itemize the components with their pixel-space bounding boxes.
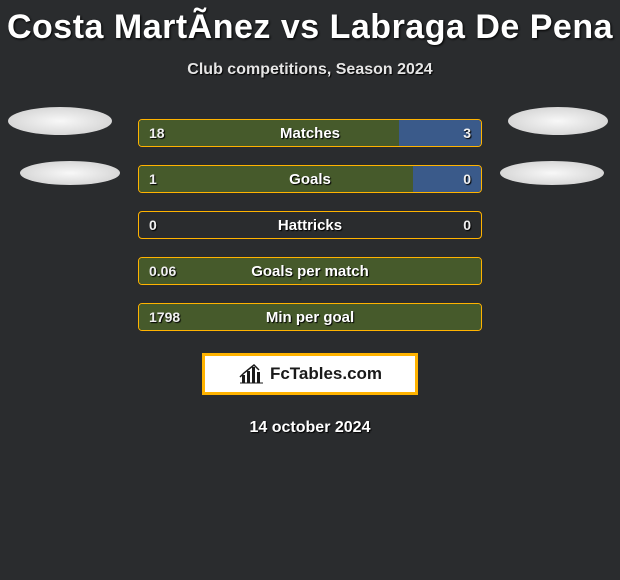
bar-fill-left xyxy=(139,166,413,192)
stat-row: 0.06 Goals per match xyxy=(0,257,620,285)
stat-label: Hattricks xyxy=(278,217,342,234)
bar-track: 0 0 Hattricks xyxy=(138,211,482,239)
brand-logo-box: FcTables.com xyxy=(202,353,418,395)
bar-fill-left xyxy=(139,120,399,146)
bar-track: 1 0 Goals xyxy=(138,165,482,193)
stat-value-left: 1 xyxy=(149,171,157,187)
stat-label: Matches xyxy=(280,125,340,142)
stat-value-left: 0 xyxy=(149,217,157,233)
stat-value-right: 0 xyxy=(463,171,471,187)
stat-row: 0 0 Hattricks xyxy=(0,211,620,239)
stat-label: Goals per match xyxy=(251,263,369,280)
stat-label: Goals xyxy=(289,171,331,188)
stat-value-right: 3 xyxy=(463,125,471,141)
bar-track: 0.06 Goals per match xyxy=(138,257,482,285)
stat-label: Min per goal xyxy=(266,309,354,326)
subtitle: Club competitions, Season 2024 xyxy=(0,61,620,79)
stat-value-left: 18 xyxy=(149,125,165,141)
bar-track: 18 3 Matches xyxy=(138,119,482,147)
stat-value-left: 1798 xyxy=(149,309,180,325)
bar-track: 1798 Min per goal xyxy=(138,303,482,331)
date-label: 14 october 2024 xyxy=(0,419,620,437)
stat-row: 1 0 Goals xyxy=(0,165,620,193)
stat-row: 1798 Min per goal xyxy=(0,303,620,331)
stat-value-left: 0.06 xyxy=(149,263,176,279)
stats-section: 18 3 Matches 1 0 Goals 0 0 Hattricks 0.06 Goals pe… xyxy=(0,119,620,331)
stat-value-right: 0 xyxy=(463,217,471,233)
brand-text: FcTables.com xyxy=(270,364,382,384)
bar-chart-icon xyxy=(238,363,264,385)
page-title: Costa MartÃ­nez vs Labraga De Pena xyxy=(0,0,620,47)
stat-row: 18 3 Matches xyxy=(0,119,620,147)
